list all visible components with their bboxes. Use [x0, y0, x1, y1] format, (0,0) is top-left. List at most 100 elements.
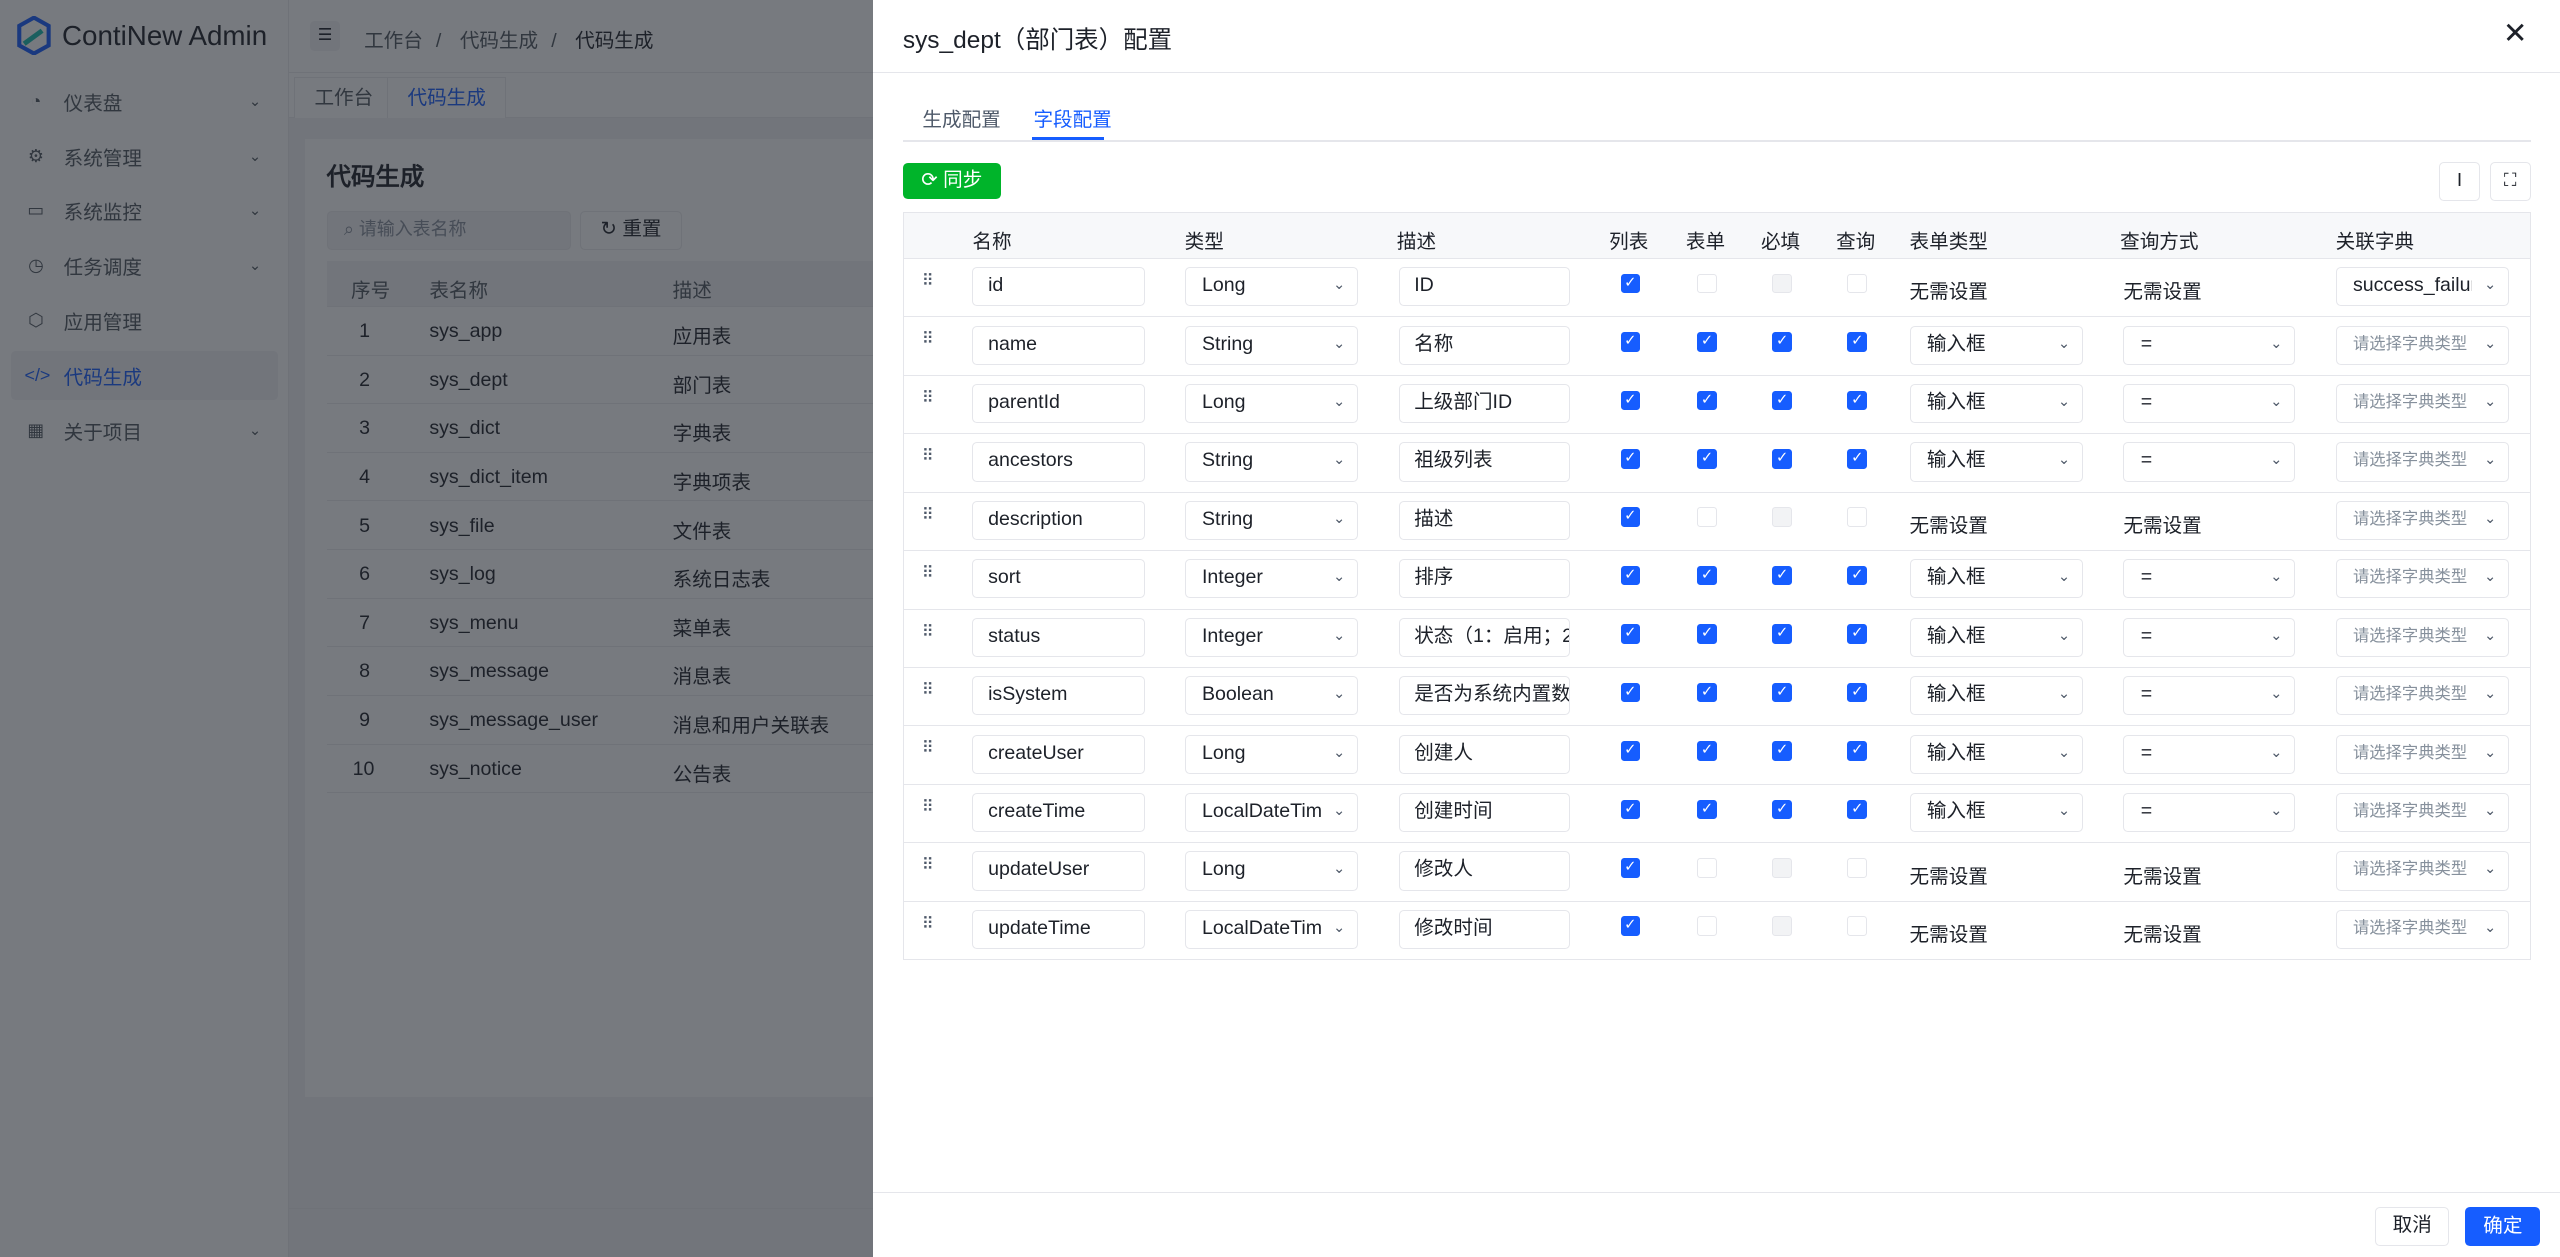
- drag-handle-icon[interactable]: ⠿: [921, 271, 934, 290]
- field-name-input[interactable]: updateTime: [972, 909, 1146, 950]
- show-in-list-checkbox[interactable]: ✓: [1620, 916, 1641, 937]
- table-row[interactable]: 5 sys_file 文件表: [326, 501, 874, 551]
- field-description-input[interactable]: 祖级列表: [1398, 442, 1570, 482]
- search-input[interactable]: ⌕ 请输入表名称: [326, 210, 572, 250]
- field-description-input[interactable]: 排序: [1398, 559, 1570, 599]
- field-name-input[interactable]: status: [972, 617, 1146, 657]
- show-in-list-checkbox[interactable]: ✓: [1620, 682, 1641, 703]
- show-in-form-checkbox[interactable]: [1697, 916, 1717, 937]
- show-in-query-checkbox[interactable]: ✓: [1847, 682, 1868, 703]
- breadcrumb-item[interactable]: 工作台: [364, 30, 423, 53]
- query-type-select[interactable]: = ⌄: [2123, 383, 2295, 424]
- required-checkbox[interactable]: ✓: [1772, 390, 1792, 411]
- tab-generate-config[interactable]: 生成配置: [922, 108, 1001, 131]
- field-type-select[interactable]: Long ⌄: [1184, 267, 1358, 307]
- form-type-select[interactable]: 输入框 ⌄: [1909, 559, 2083, 599]
- form-type-select[interactable]: 输入框 ⌄: [1909, 442, 2083, 482]
- sidebar-item[interactable]: ⬡ 应用管理: [11, 296, 277, 345]
- dict-select[interactable]: 请选择字典类型 ⌄: [2335, 442, 2509, 482]
- table-row[interactable]: 8 sys_message 消息表: [326, 647, 874, 697]
- show-in-list-checkbox[interactable]: ✓: [1620, 390, 1641, 411]
- query-type-select[interactable]: = ⌄: [2123, 617, 2295, 657]
- show-in-list-checkbox[interactable]: ✓: [1620, 565, 1641, 586]
- sidebar-item[interactable]: ◷ 任务调度 ⌄: [11, 241, 277, 290]
- reset-button[interactable]: ↻ 重置: [579, 210, 683, 250]
- sidebar-item[interactable]: </> 代码生成: [11, 351, 278, 400]
- drag-handle-icon[interactable]: ⠿: [921, 680, 934, 699]
- show-in-list-checkbox[interactable]: ✓: [1620, 799, 1641, 820]
- field-type-select[interactable]: String ⌄: [1184, 325, 1358, 365]
- table-row[interactable]: 7 sys_menu 菜单表: [326, 599, 874, 648]
- dict-select[interactable]: success_failure ⌄: [2335, 267, 2509, 307]
- query-type-select[interactable]: = ⌄: [2123, 734, 2295, 774]
- show-in-list-checkbox[interactable]: ✓: [1620, 858, 1641, 878]
- form-type-select[interactable]: 输入框 ⌄: [1909, 793, 2083, 833]
- drag-handle-icon[interactable]: ⠿: [921, 914, 934, 933]
- drag-handle-icon[interactable]: ⠿: [921, 622, 934, 641]
- field-name-input[interactable]: name: [972, 325, 1146, 365]
- field-name-input[interactable]: isSystem: [972, 676, 1146, 716]
- table-row[interactable]: 2 sys_dept 部门表: [326, 356, 874, 405]
- confirm-button[interactable]: 确定: [2465, 1206, 2541, 1246]
- required-checkbox[interactable]: ✓: [1772, 682, 1792, 703]
- field-name-input[interactable]: id: [972, 267, 1146, 307]
- field-name-input[interactable]: createUser: [972, 734, 1146, 774]
- dict-select[interactable]: 请选择字典类型 ⌄: [2335, 559, 2509, 599]
- collapse-menu-button[interactable]: ☰: [310, 21, 340, 51]
- show-in-form-checkbox[interactable]: ✓: [1697, 741, 1717, 761]
- dict-select[interactable]: 请选择字典类型 ⌄: [2335, 383, 2509, 424]
- query-type-select[interactable]: = ⌄: [2123, 793, 2295, 833]
- show-in-query-checkbox[interactable]: ✓: [1847, 624, 1868, 644]
- show-in-form-checkbox[interactable]: ✓: [1697, 390, 1717, 411]
- required-checkbox[interactable]: ✓: [1772, 448, 1792, 469]
- field-type-select[interactable]: String ⌄: [1184, 442, 1358, 482]
- field-description-input[interactable]: 创建人: [1398, 734, 1570, 774]
- field-description-input[interactable]: 名称: [1398, 325, 1570, 365]
- logo[interactable]: ContiNew Admin: [16, 16, 267, 56]
- show-in-list-checkbox[interactable]: ✓: [1620, 273, 1641, 294]
- drag-handle-icon[interactable]: ⠿: [921, 797, 934, 816]
- show-in-list-checkbox[interactable]: ✓: [1620, 624, 1641, 644]
- field-name-input[interactable]: createTime: [972, 793, 1146, 833]
- form-type-select[interactable]: 输入框 ⌄: [1909, 325, 2083, 365]
- breadcrumb-item[interactable]: 代码生成: [459, 30, 539, 53]
- show-in-query-checkbox[interactable]: [1847, 858, 1868, 878]
- form-type-select[interactable]: 输入框 ⌄: [1909, 676, 2083, 716]
- table-row[interactable]: 4 sys_dict_item 字典项表: [326, 453, 874, 502]
- required-checkbox[interactable]: ✓: [1772, 741, 1792, 761]
- field-type-select[interactable]: Long ⌄: [1184, 383, 1358, 424]
- form-type-select[interactable]: 输入框 ⌄: [1909, 383, 2083, 424]
- field-type-select[interactable]: Integer ⌄: [1184, 559, 1358, 599]
- show-in-list-checkbox[interactable]: ✓: [1620, 332, 1641, 352]
- dict-select[interactable]: 请选择字典类型 ⌄: [2335, 851, 2509, 891]
- table-row[interactable]: 10 sys_notice 公告表: [326, 745, 874, 794]
- field-description-input[interactable]: 上级部门ID: [1398, 383, 1570, 424]
- field-description-input[interactable]: 状态（1：启用；2：: [1398, 617, 1570, 657]
- tab-code-generation[interactable]: 代码生成: [386, 76, 507, 118]
- dict-select[interactable]: 请选择字典类型 ⌄: [2335, 325, 2509, 365]
- sidebar-item[interactable]: ⚙ 系统管理 ⌄: [11, 132, 277, 181]
- field-type-select[interactable]: Boolean ⌄: [1184, 676, 1358, 716]
- query-type-select[interactable]: = ⌄: [2123, 676, 2295, 716]
- table-row[interactable]: 6 sys_log 系统日志表: [326, 550, 874, 599]
- drag-handle-icon[interactable]: ⠿: [921, 330, 934, 349]
- table-row[interactable]: 3 sys_dict 字典表: [326, 404, 874, 453]
- close-icon[interactable]: ✕: [2502, 17, 2528, 51]
- required-checkbox[interactable]: ✓: [1772, 624, 1792, 644]
- fullscreen-button[interactable]: ⛶: [2489, 161, 2531, 201]
- drag-handle-icon[interactable]: ⠿: [921, 447, 934, 466]
- show-in-query-checkbox[interactable]: [1847, 507, 1868, 527]
- show-in-form-checkbox[interactable]: ✓: [1697, 624, 1717, 644]
- show-in-query-checkbox[interactable]: [1847, 273, 1868, 294]
- row-height-button[interactable]: Ⅰ: [2439, 161, 2480, 201]
- field-description-input[interactable]: 修改时间: [1398, 909, 1570, 950]
- form-type-select[interactable]: 输入框 ⌄: [1909, 617, 2083, 657]
- show-in-form-checkbox[interactable]: ✓: [1697, 682, 1717, 703]
- show-in-form-checkbox[interactable]: ✓: [1697, 448, 1717, 469]
- field-description-input[interactable]: 是否为系统内置数据: [1398, 676, 1570, 716]
- sync-button[interactable]: ⟳ 同步: [902, 163, 1001, 200]
- field-description-input[interactable]: 修改人: [1398, 851, 1570, 891]
- query-type-select[interactable]: = ⌄: [2123, 325, 2295, 365]
- field-name-input[interactable]: sort: [972, 559, 1146, 599]
- show-in-query-checkbox[interactable]: ✓: [1847, 448, 1868, 469]
